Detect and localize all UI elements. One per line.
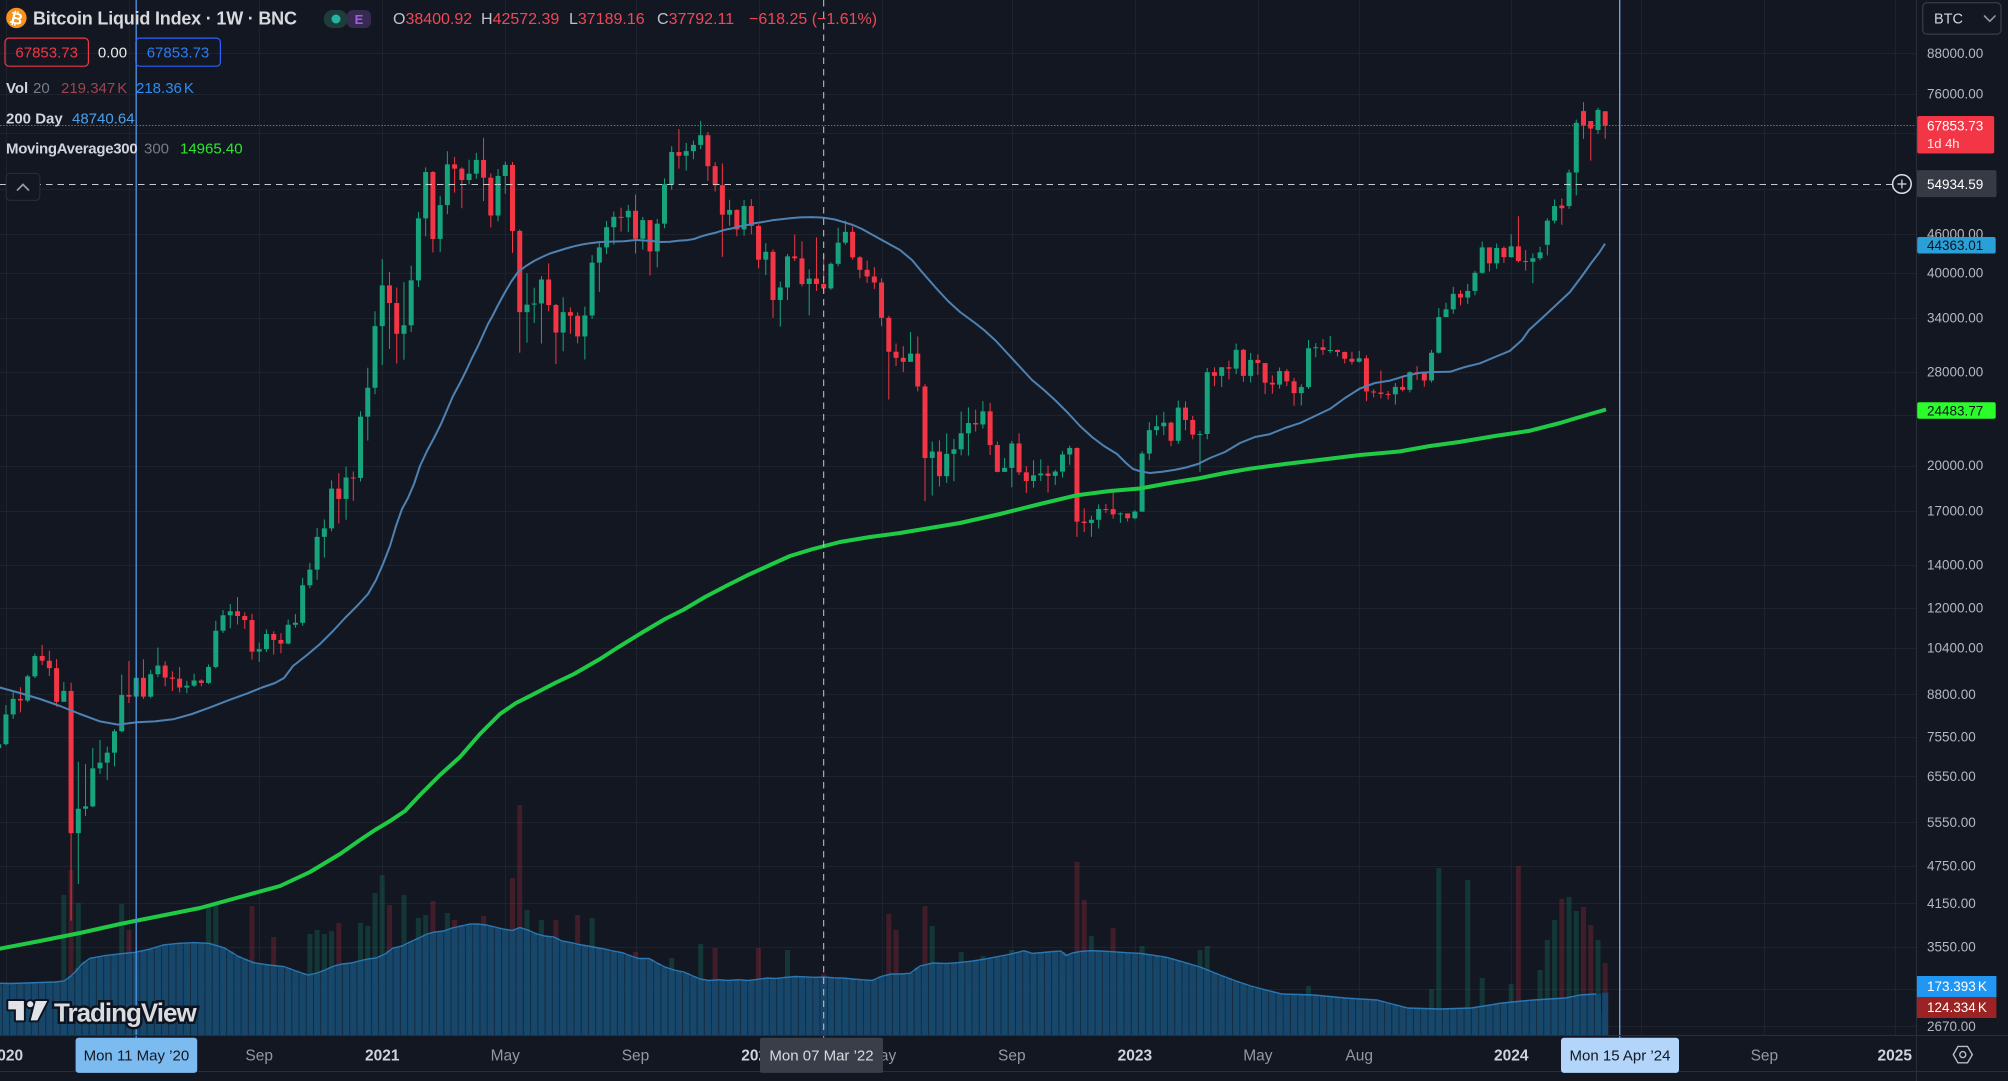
svg-text:May: May [1243, 1048, 1273, 1065]
svg-text:4150.00: 4150.00 [1927, 896, 1976, 911]
svg-text:Mon 15 Apr ’24: Mon 15 Apr ’24 [1570, 1048, 1671, 1065]
svg-text:67853.73: 67853.73 [147, 45, 210, 62]
svg-text:Sep: Sep [622, 1048, 650, 1065]
svg-text:10400.00: 10400.00 [1927, 640, 1983, 655]
svg-text:2024: 2024 [1494, 1048, 1529, 1065]
svg-text:Sep: Sep [245, 1048, 273, 1065]
svg-text:8800.00: 8800.00 [1927, 687, 1976, 702]
svg-text:Aug: Aug [1345, 1048, 1373, 1065]
svg-text:14965.40: 14965.40 [180, 141, 243, 158]
svg-text:MovingAverage300: MovingAverage300 [6, 141, 137, 158]
svg-text:₿: ₿ [8, 9, 25, 30]
svg-text:12000.00: 12000.00 [1927, 600, 1983, 615]
svg-text:54934.59: 54934.59 [1927, 177, 1983, 192]
svg-text:Sep: Sep [1751, 1048, 1779, 1065]
svg-text:BTC: BTC [1934, 12, 1963, 28]
svg-text:48740.64: 48740.64 [72, 111, 135, 128]
svg-text:Sep: Sep [998, 1048, 1026, 1065]
svg-text:TradingView: TradingView [54, 998, 197, 1028]
svg-text:H42572.39: H42572.39 [481, 11, 559, 28]
svg-text:6550.00: 6550.00 [1927, 769, 1976, 784]
svg-text:May: May [491, 1048, 521, 1065]
svg-text:17000.00: 17000.00 [1927, 504, 1983, 519]
svg-text:218.36K: 218.36 K [136, 80, 194, 97]
svg-text:Mon 07 Mar ’22: Mon 07 Mar ’22 [769, 1048, 873, 1065]
svg-text:67853.73: 67853.73 [15, 45, 78, 62]
svg-text:Vol: Vol [6, 80, 28, 97]
svg-text:28000.00: 28000.00 [1927, 365, 1983, 380]
svg-text:2025: 2025 [1877, 1048, 1912, 1065]
svg-text:2670.00: 2670.00 [1927, 1019, 1976, 1034]
svg-text:3550.00: 3550.00 [1927, 940, 1976, 955]
svg-text:20000.00: 20000.00 [1927, 458, 1983, 473]
svg-text:40000.00: 40000.00 [1927, 265, 1983, 280]
svg-text:34000.00: 34000.00 [1927, 311, 1983, 326]
svg-text:200 Day: 200 Day [6, 111, 63, 128]
svg-text:2020: 2020 [0, 1048, 23, 1065]
svg-text:E: E [355, 12, 364, 27]
svg-text:1d 4h: 1d 4h [1927, 136, 1960, 151]
svg-text:2023: 2023 [1118, 1048, 1153, 1065]
svg-text:4750.00: 4750.00 [1927, 858, 1976, 873]
svg-text:14000.00: 14000.00 [1927, 558, 1983, 573]
svg-text:44363.01: 44363.01 [1927, 238, 1983, 253]
svg-text:76000.00: 76000.00 [1927, 87, 1983, 102]
svg-text:L37189.16: L37189.16 [569, 11, 645, 28]
svg-text:−618.25 (−1.61%): −618.25 (−1.61%) [749, 11, 877, 28]
svg-text:O38400.92: O38400.92 [393, 11, 472, 28]
svg-text:20: 20 [33, 80, 50, 97]
svg-text:67853.73: 67853.73 [1927, 119, 1983, 134]
svg-text:7550.00: 7550.00 [1927, 729, 1976, 744]
svg-text:88000.00: 88000.00 [1927, 46, 1983, 61]
svg-text:300: 300 [144, 141, 169, 158]
svg-text:Mon 11 May ’20: Mon 11 May ’20 [84, 1048, 190, 1065]
svg-text:Bitcoin Liquid Index · 1W · BN: Bitcoin Liquid Index · 1W · BNC [33, 9, 297, 29]
svg-text:0.00: 0.00 [98, 45, 127, 62]
svg-text:24483.77: 24483.77 [1927, 403, 1983, 418]
svg-text:C37792.11: C37792.11 [657, 11, 734, 28]
svg-text:2021: 2021 [365, 1048, 400, 1065]
svg-text:5550.00: 5550.00 [1927, 815, 1976, 830]
